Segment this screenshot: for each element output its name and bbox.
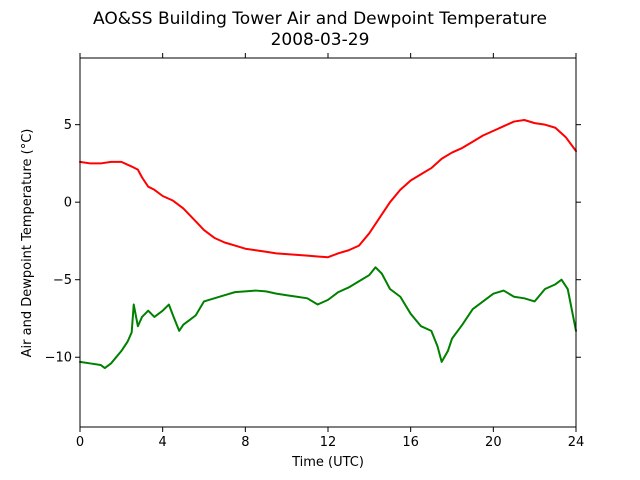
plot-frame (79, 57, 577, 428)
series-line-2 (79, 266, 577, 370)
x-tick-label: 8 (241, 435, 249, 450)
y-tick-label: −10 (45, 351, 72, 366)
y-tick-label: 0 (64, 196, 72, 211)
x-tick-label: 24 (568, 435, 585, 450)
series-line-1 (79, 119, 577, 259)
y-tick-label: 5 (64, 118, 72, 133)
x-tick-label: 12 (320, 435, 337, 450)
chart-title: AO&SS Building Tower Air and Dewpoint Te… (93, 9, 547, 29)
x-axis-label: Time (UTC) (291, 455, 364, 470)
axis-ticks: 0 4 8 12 16 20 24 −10 −5 0 5 (45, 53, 585, 450)
chart-subtitle: 2008-03-29 (271, 30, 370, 50)
x-tick-label: 4 (159, 435, 167, 450)
y-axis-label: Air and Dewpoint Temperature (°C) (20, 129, 35, 358)
y-tick-label: −5 (53, 273, 72, 288)
plot-lines (79, 119, 577, 370)
x-tick-label: 0 (76, 435, 84, 450)
x-tick-label: 20 (485, 435, 502, 450)
x-tick-label: 16 (402, 435, 419, 450)
